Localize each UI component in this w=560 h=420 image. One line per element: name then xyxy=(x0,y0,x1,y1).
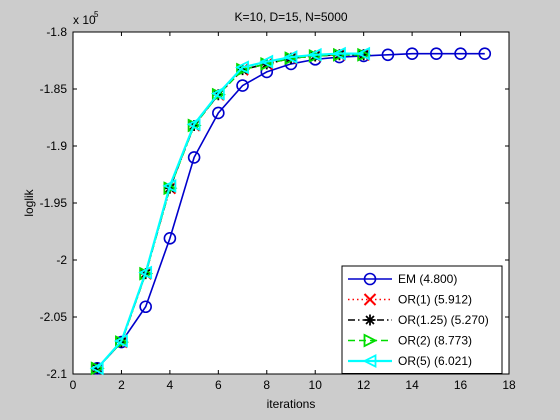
series-point xyxy=(236,79,249,92)
y-tick-label: -1.8 xyxy=(46,25,67,39)
series-5 xyxy=(89,46,371,376)
legend-marker xyxy=(363,272,377,286)
series-point xyxy=(138,265,153,280)
legend-entry: OR(5) (6.021) xyxy=(348,354,472,368)
legend-marker xyxy=(363,333,378,348)
series-point xyxy=(454,47,467,60)
y-tick-label: -2 xyxy=(56,253,67,267)
series-point xyxy=(333,49,345,61)
x-tick-label: 2 xyxy=(118,378,125,392)
legend-entry: OR(1) (5.912) xyxy=(348,293,472,307)
series-point xyxy=(235,60,249,75)
legend-label: OR(1.25) (5.270) xyxy=(398,313,489,327)
series-point xyxy=(478,47,492,60)
chart-title: K=10, D=15, N=5000 xyxy=(234,10,347,24)
series-layer xyxy=(89,46,492,376)
series-point xyxy=(186,117,201,132)
series-point xyxy=(113,333,128,348)
legend-marker xyxy=(362,354,377,368)
series-point xyxy=(187,151,201,164)
y-tick-label: -1.9 xyxy=(46,139,67,153)
legend-entry: EM (4.800) xyxy=(348,272,457,286)
y-tick-label: -2.1 xyxy=(46,367,67,381)
x-tick-label: 0 xyxy=(70,378,77,392)
legend-marker xyxy=(363,293,377,306)
series-point xyxy=(259,54,274,69)
legend-label: OR(2) (8.773) xyxy=(398,334,472,348)
series-point xyxy=(405,47,419,60)
y-exponent-power: 5 xyxy=(94,10,99,19)
legend-entry: OR(2) (8.773) xyxy=(348,334,472,348)
y-tick-label: -2.05 xyxy=(40,310,68,324)
series-point xyxy=(163,232,177,245)
legend-marker xyxy=(364,314,376,326)
series-point xyxy=(210,86,225,101)
series-point xyxy=(331,46,346,61)
y-tick-label: -1.95 xyxy=(40,196,68,210)
series-point xyxy=(381,48,395,62)
series-line xyxy=(96,52,364,370)
x-tick-label: 6 xyxy=(215,378,222,392)
x-tick-label: 10 xyxy=(309,378,323,392)
series-line xyxy=(96,52,485,369)
y-axis-label: loglik xyxy=(22,188,36,216)
series-point xyxy=(356,46,371,61)
series-point xyxy=(89,361,104,376)
x-tick-label: 12 xyxy=(357,378,371,392)
legend-entry: OR(1.25) (5.270) xyxy=(348,313,489,327)
x-tick-label: 14 xyxy=(405,378,419,392)
legend: EM (4.800) OR(1) (5.912) OR(1.25) (5.270) O… xyxy=(341,265,503,374)
y-tick-label: -1.85 xyxy=(40,82,68,96)
x-tick-label: 8 xyxy=(263,378,270,392)
series-point xyxy=(139,300,152,314)
legend-label: OR(1) (5.912) xyxy=(398,293,472,307)
series-point xyxy=(357,47,372,62)
series-point xyxy=(283,50,298,65)
series-point xyxy=(307,47,322,62)
series-point xyxy=(212,106,225,120)
x-tick-label: 18 xyxy=(502,378,516,392)
legend-label: EM (4.800) xyxy=(398,272,457,286)
series-line xyxy=(96,53,364,369)
series-point xyxy=(162,178,177,193)
series-point xyxy=(430,47,443,60)
series-point xyxy=(91,362,103,374)
legend-label: OR(5) (6.021) xyxy=(398,354,472,368)
x-tick-label: 16 xyxy=(454,378,468,392)
x-tick-label: 4 xyxy=(167,378,174,392)
series-point xyxy=(358,49,370,61)
x-axis-label: iterations xyxy=(267,397,316,411)
y-exponent-base: x 10 xyxy=(73,13,96,27)
